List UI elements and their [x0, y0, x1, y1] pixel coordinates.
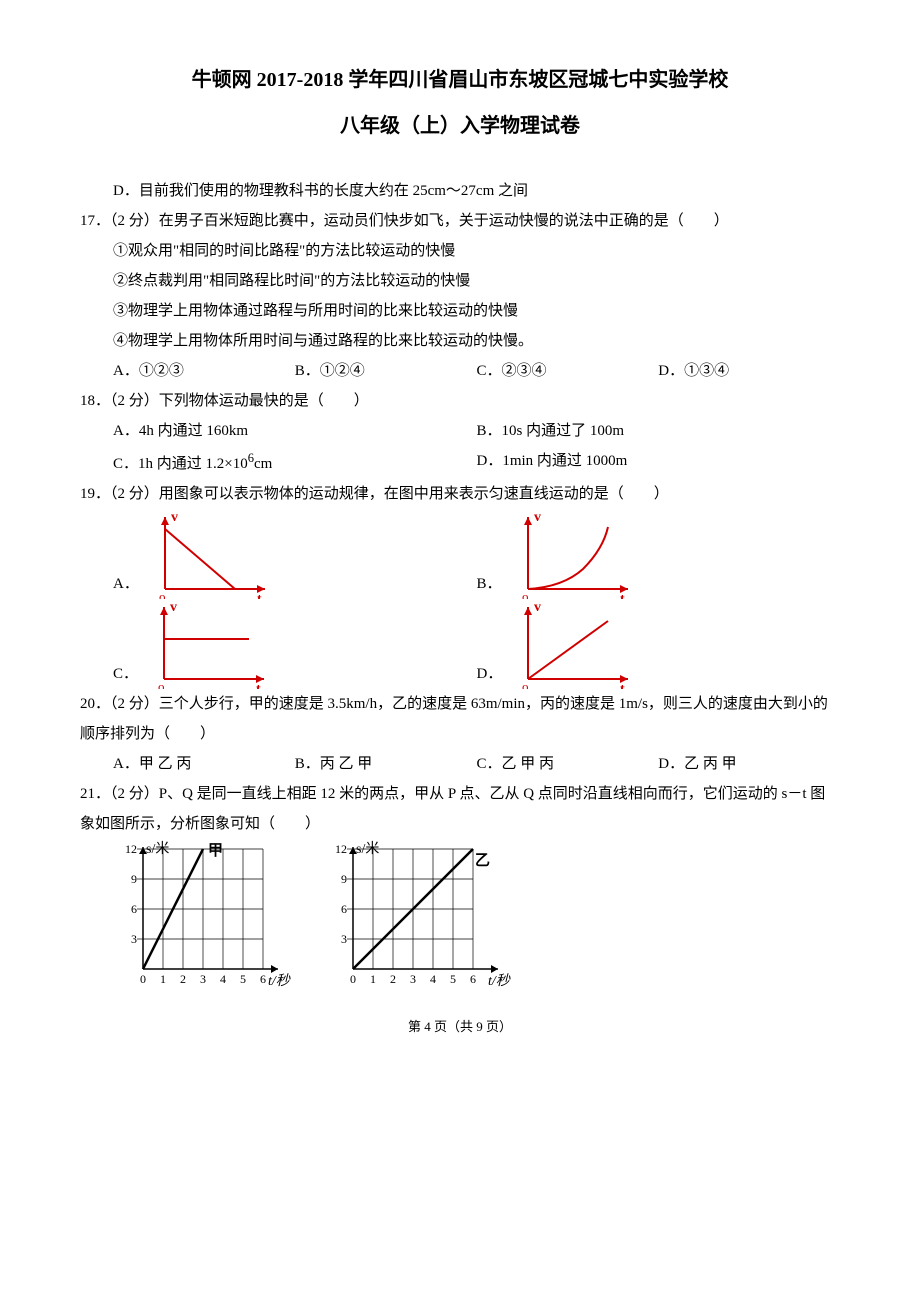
q17-option-a: A．①②③ — [113, 356, 295, 386]
q20-options: A．甲 乙 丙 B．丙 乙 甲 C．乙 甲 丙 D．乙 丙 甲 — [80, 749, 840, 779]
q19-graph-b: v o t — [508, 509, 638, 599]
svg-text:3: 3 — [410, 972, 416, 986]
q19-label-b: B． — [477, 569, 502, 599]
q17-cond3: ③物理学上用物体通过路程与所用时间的比来比较运动的快慢 — [80, 296, 840, 326]
q21-stem: 21．（2 分）P、Q 是同一直线上相距 12 米的两点，甲从 P 点、乙从 Q… — [80, 779, 840, 839]
q17-options: A．①②③ B．①②④ C．②③④ D．①③④ — [80, 356, 840, 386]
svg-text:12: 12 — [335, 842, 347, 856]
q18-option-b: B．10s 内通过了 100m — [477, 416, 841, 446]
q21-charts: s/米 甲 t/秒 36912 0123456 s/米 乙 t/秒 36912 … — [80, 839, 840, 994]
svg-text:2: 2 — [180, 972, 186, 986]
q18-options-row1: A．4h 内通过 160km B．10s 内通过了 100m — [80, 416, 840, 446]
svg-text:t/秒: t/秒 — [268, 973, 291, 989]
q18-options-row2: C．1h 内通过 1.2×106cm D．1min 内通过 1000m — [80, 446, 840, 479]
q21-chart-yi: s/米 乙 t/秒 36912 0123456 — [323, 839, 513, 994]
q19-row2: C． v o t D． v o t — [80, 599, 840, 689]
q17-cond2: ②终点裁判用"相同路程比时间"的方法比较运动的快慢 — [80, 266, 840, 296]
svg-text:3: 3 — [131, 932, 137, 946]
q19-label-d: D． — [477, 659, 503, 689]
q20-option-c: C．乙 甲 丙 — [477, 749, 659, 779]
q16-option-d: D．目前我们使用的物理教科书的长度大约在 25cm～27cm 之间 — [80, 176, 840, 206]
svg-text:0: 0 — [350, 972, 356, 986]
q18-option-d: D．1min 内通过 1000m — [477, 446, 841, 479]
svg-text:t: t — [620, 682, 625, 689]
svg-text:乙: 乙 — [475, 853, 490, 869]
svg-text:o: o — [522, 589, 529, 599]
q20-option-d: D．乙 丙 甲 — [658, 749, 840, 779]
svg-text:6: 6 — [341, 902, 347, 916]
page-title-line1: 牛顿网 2017-2018 学年四川省眉山市东坡区冠城七中实验学校 — [80, 60, 840, 100]
svg-text:v: v — [171, 510, 178, 525]
svg-text:甲: 甲 — [208, 842, 223, 859]
q18-c-suffix: cm — [254, 456, 272, 472]
svg-text:3: 3 — [341, 932, 347, 946]
q19-graph-a: v o t — [145, 509, 275, 599]
svg-text:o: o — [159, 589, 166, 599]
svg-text:5: 5 — [450, 972, 456, 986]
svg-text:1: 1 — [370, 972, 376, 986]
svg-text:3: 3 — [200, 972, 206, 986]
svg-text:v: v — [534, 510, 541, 525]
svg-text:12: 12 — [125, 842, 137, 856]
q17-option-d: D．①③④ — [658, 356, 840, 386]
svg-text:4: 4 — [430, 972, 436, 986]
q21-chart-jia: s/米 甲 t/秒 36912 0123456 — [113, 839, 293, 994]
svg-text:0: 0 — [140, 972, 146, 986]
footer-prefix: 第 — [408, 1019, 424, 1034]
page-footer: 第 4 页（共 9 页） — [80, 1014, 840, 1040]
q17-cond1: ①观众用"相同的时间比路程"的方法比较运动的快慢 — [80, 236, 840, 266]
q19-stem: 19．（2 分）用图象可以表示物体的运动规律，在图中用来表示匀速直线运动的是（ … — [80, 479, 840, 509]
svg-text:s/米: s/米 — [356, 841, 379, 857]
q18-stem: 18．（2 分）下列物体运动最快的是（ ） — [80, 386, 840, 416]
q19-row1: A． v o t B． v o t — [80, 509, 840, 599]
page-title-line2: 八年级（上）入学物理试卷 — [80, 106, 840, 146]
svg-text:4: 4 — [220, 972, 226, 986]
svg-text:9: 9 — [131, 872, 137, 886]
q19-graph-d: v o t — [508, 599, 638, 689]
q20-option-b: B．丙 乙 甲 — [295, 749, 477, 779]
svg-text:s/米: s/米 — [146, 841, 169, 857]
svg-text:2: 2 — [390, 972, 396, 986]
q19-label-a: A． — [113, 569, 139, 599]
footer-mid: 页（共 — [431, 1019, 477, 1034]
q20-stem: 20．（2 分）三个人步行，甲的速度是 3.5km/h，乙的速度是 63m/mi… — [80, 689, 840, 749]
svg-text:t: t — [257, 592, 262, 599]
svg-text:o: o — [158, 679, 165, 689]
q17-cond4: ④物理学上用物体所用时间与通过路程的比来比较运动的快慢。 — [80, 326, 840, 356]
q20-option-a: A．甲 乙 丙 — [113, 749, 295, 779]
q18-c-prefix: C．1h 内通过 1.2×10 — [113, 456, 248, 472]
svg-text:6: 6 — [260, 972, 266, 986]
svg-text:6: 6 — [470, 972, 476, 986]
svg-text:t: t — [256, 682, 261, 689]
q18-option-c: C．1h 内通过 1.2×106cm — [113, 446, 477, 479]
q17-stem: 17．（2 分）在男子百米短跑比赛中，运动员们快步如飞，关于运动快慢的说法中正确… — [80, 206, 840, 236]
footer-suffix: 页） — [483, 1019, 512, 1034]
svg-text:v: v — [534, 600, 541, 615]
q19-graph-c: v o t — [144, 599, 274, 689]
svg-text:t/秒: t/秒 — [488, 973, 511, 989]
q18-option-a: A．4h 内通过 160km — [113, 416, 477, 446]
svg-text:1: 1 — [160, 972, 166, 986]
svg-text:t: t — [620, 592, 625, 599]
q17-option-c: C．②③④ — [477, 356, 659, 386]
svg-text:o: o — [522, 679, 529, 689]
q19-label-c: C． — [113, 659, 138, 689]
svg-text:9: 9 — [341, 872, 347, 886]
q17-option-b: B．①②④ — [295, 356, 477, 386]
svg-text:v: v — [170, 600, 177, 615]
svg-text:6: 6 — [131, 902, 137, 916]
svg-text:5: 5 — [240, 972, 246, 986]
